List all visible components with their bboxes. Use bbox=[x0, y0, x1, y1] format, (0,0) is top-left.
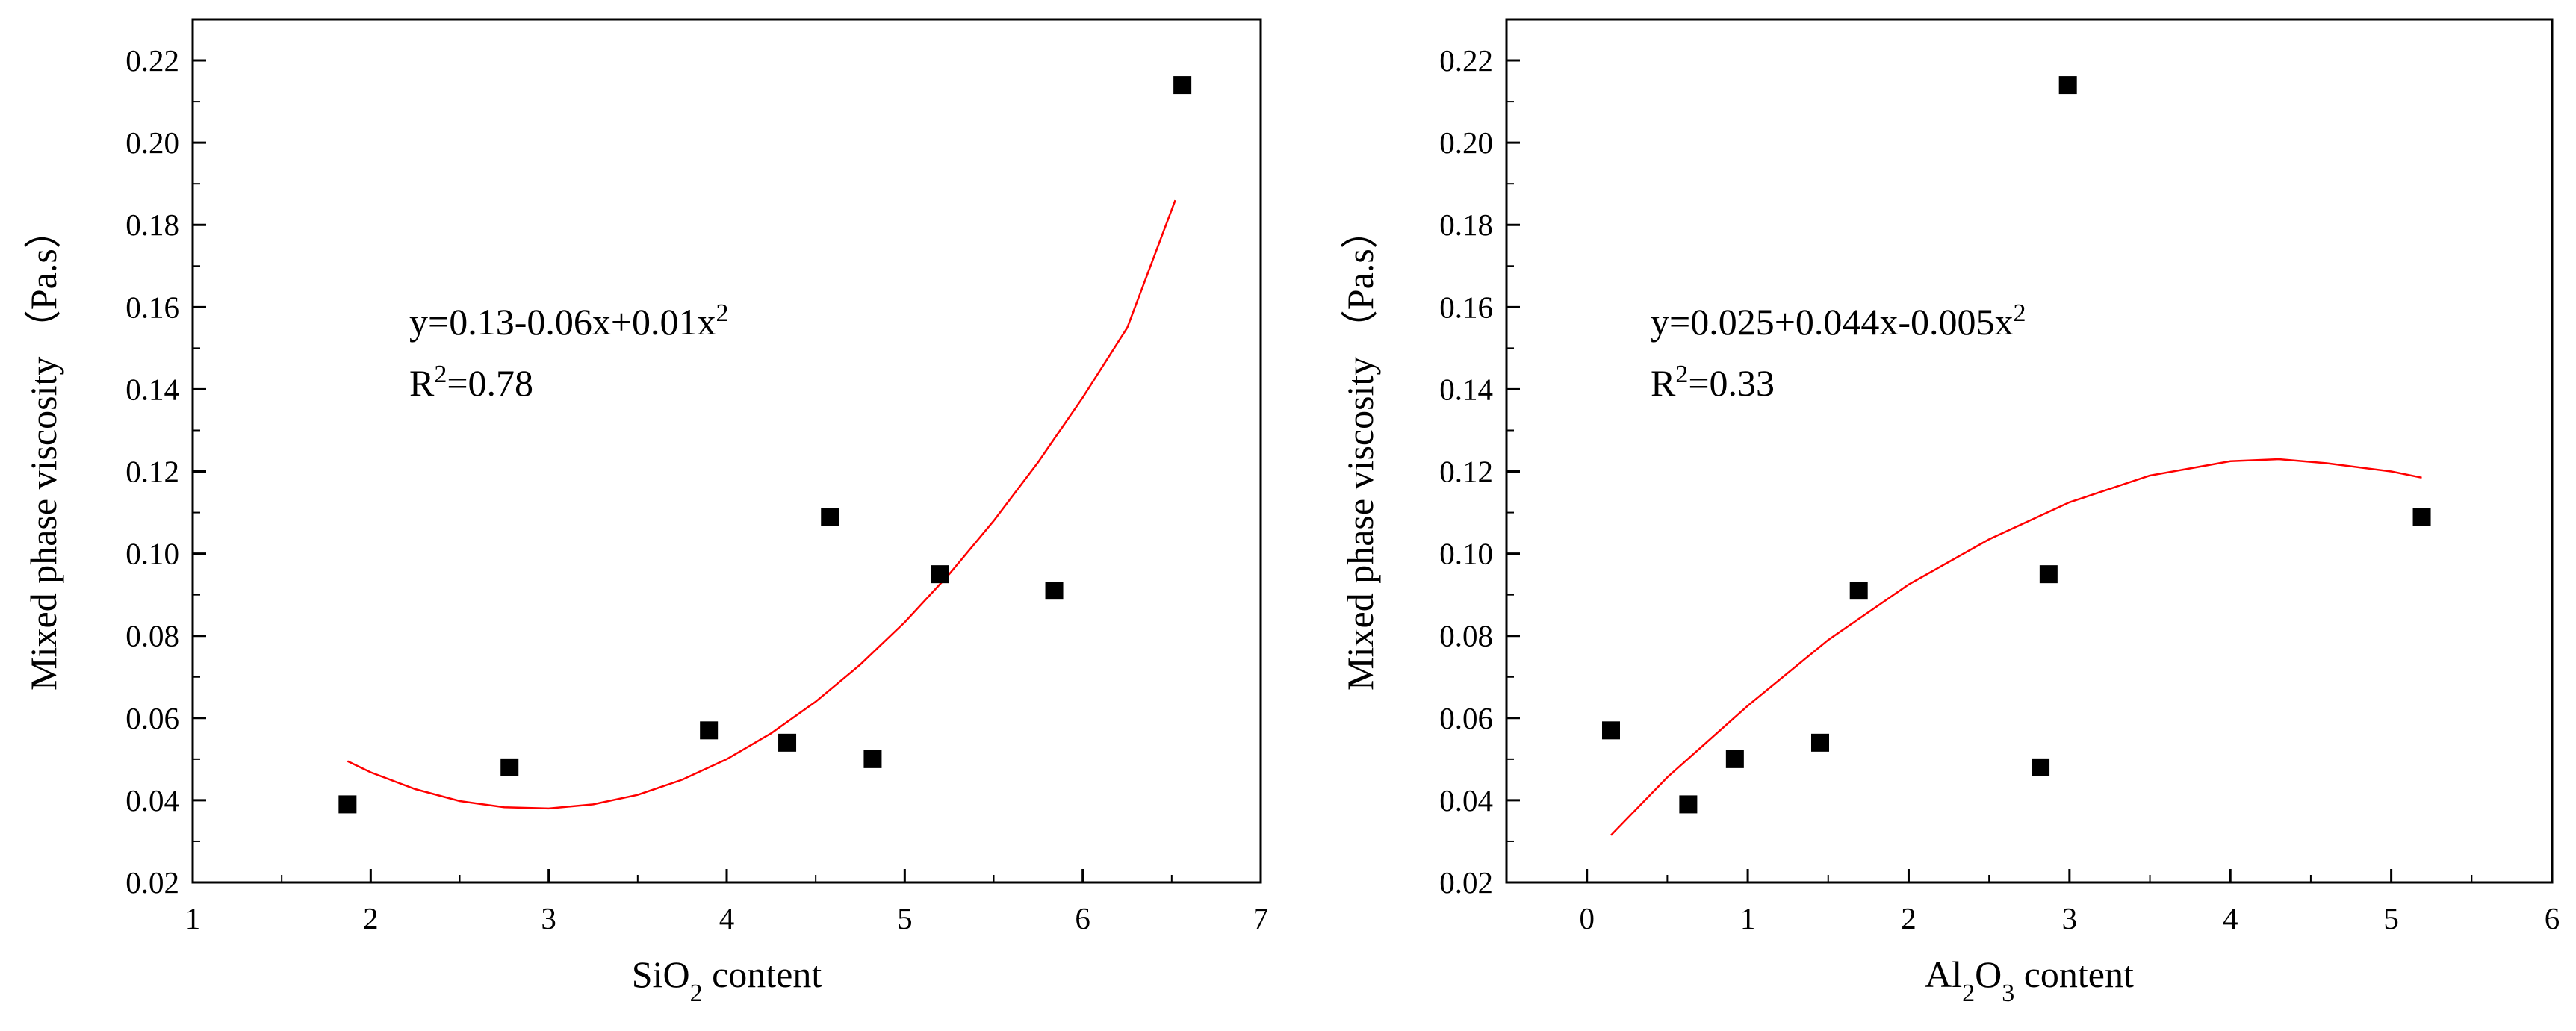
fit-equation: y=0.025+0.044x-0.005x2 bbox=[1651, 299, 2026, 343]
y-tick-label: 0.16 bbox=[125, 290, 179, 324]
y-tick-label: 0.12 bbox=[125, 455, 179, 489]
plot-frame bbox=[191, 18, 1262, 884]
y-tick-label: 0.14 bbox=[125, 372, 179, 406]
data-point bbox=[1602, 721, 1620, 740]
fit-curve bbox=[1610, 458, 2422, 836]
data-point bbox=[700, 721, 719, 740]
x-tick-label: 4 bbox=[719, 901, 735, 935]
x-tick-label: 1 bbox=[1740, 901, 1756, 935]
y-tick-label: 0.18 bbox=[125, 208, 179, 242]
data-point bbox=[2058, 76, 2077, 95]
y-axis-title: Mixed phase viscosity （Pa.s） bbox=[1339, 211, 1381, 691]
y-tick-label: 0.20 bbox=[125, 125, 179, 160]
fit-curve bbox=[347, 199, 1176, 810]
y-tick-label: 0.10 bbox=[125, 537, 179, 571]
data-point bbox=[1173, 76, 1192, 95]
data-point bbox=[338, 795, 357, 814]
y-tick-label: 0.22 bbox=[1439, 43, 1493, 78]
y-tick-label: 0.20 bbox=[1439, 125, 1493, 160]
plot-frame bbox=[1505, 18, 2554, 884]
x-tick-label: 0 bbox=[1579, 901, 1595, 935]
y-tick-label: 0.14 bbox=[1439, 372, 1493, 406]
y-tick-label: 0.16 bbox=[1439, 290, 1493, 324]
y-tick-label: 0.04 bbox=[1439, 783, 1493, 817]
data-point bbox=[778, 733, 797, 752]
x-axis-title: SiO2 content bbox=[632, 953, 822, 1007]
data-point bbox=[1045, 582, 1064, 600]
data-point bbox=[821, 508, 839, 526]
r-squared-label: R2=0.78 bbox=[409, 361, 533, 405]
x-tick-label: 5 bbox=[2383, 901, 2399, 935]
x-tick-label: 7 bbox=[1253, 901, 1269, 935]
y-tick-label: 0.06 bbox=[125, 701, 179, 735]
data-point bbox=[863, 750, 882, 768]
x-tick-label: 1 bbox=[185, 901, 201, 935]
y-tick-label: 0.02 bbox=[1439, 865, 1493, 900]
y-tick-label: 0.22 bbox=[125, 43, 179, 78]
data-point bbox=[2039, 565, 2058, 584]
y-tick-label: 0.06 bbox=[1439, 701, 1493, 735]
r-squared-label: R2=0.33 bbox=[1651, 361, 1775, 405]
data-point bbox=[1849, 582, 1868, 600]
data-point bbox=[1725, 750, 1744, 768]
data-point bbox=[2032, 758, 2050, 776]
x-tick-label: 5 bbox=[897, 901, 913, 935]
x-tick-label: 3 bbox=[2062, 901, 2078, 935]
y-tick-label: 0.02 bbox=[125, 865, 179, 900]
y-tick-label: 0.04 bbox=[125, 783, 179, 817]
fit-equation: y=0.13-0.06x+0.01x2 bbox=[409, 299, 729, 343]
data-point bbox=[2412, 508, 2431, 526]
chart-sio2-vs-viscosity: 1 2 3 4 5 6 7 0.02 0.04 0.06 0.08 0.10 0.12 0.14 0.16 0… bbox=[22, 18, 1269, 1007]
data-point bbox=[1811, 733, 1829, 752]
y-tick-label: 0.10 bbox=[1439, 537, 1493, 571]
data-point bbox=[931, 565, 949, 584]
x-axis-title: Al2O3 content bbox=[1925, 953, 2134, 1007]
y-tick-label: 0.12 bbox=[1439, 455, 1493, 489]
y-axis-title: Mixed phase viscosity （Pa.s） bbox=[22, 211, 64, 691]
data-point bbox=[1679, 795, 1698, 814]
x-tick-label: 4 bbox=[2223, 901, 2238, 935]
data-point bbox=[500, 758, 519, 776]
x-tick-label: 2 bbox=[1901, 901, 1917, 935]
x-tick-label: 6 bbox=[2545, 901, 2560, 935]
y-tick-label: 0.08 bbox=[1439, 619, 1493, 653]
x-tick-label: 6 bbox=[1075, 901, 1090, 935]
y-tick-label: 0.18 bbox=[1439, 208, 1493, 242]
chart-al2o3-vs-viscosity: 0 1 2 3 4 5 6 0.02 0.04 0.06 0.08 0.10 0.12 0.14 0.16 0… bbox=[1339, 18, 2560, 1007]
x-tick-label: 3 bbox=[541, 901, 556, 935]
x-tick-label: 2 bbox=[363, 901, 379, 935]
y-tick-label: 0.08 bbox=[125, 619, 179, 653]
